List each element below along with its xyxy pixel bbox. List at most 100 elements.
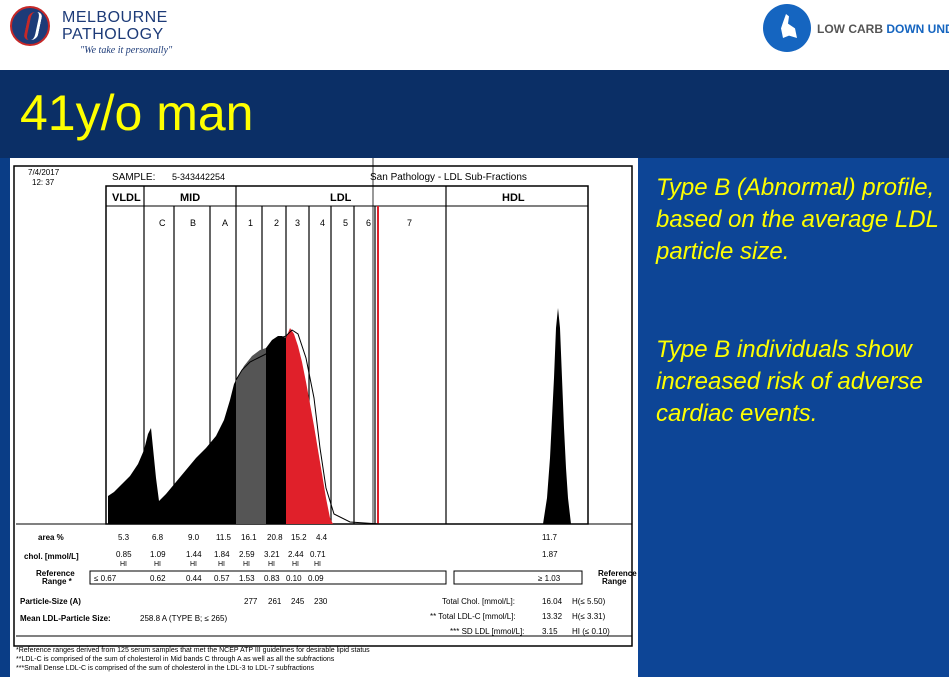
ref-values: ≤ 0.67 0.62 0.44 0.57 1.53 0.83 0.10 0.0… (94, 574, 561, 583)
report-frame (13, 165, 633, 647)
band-label-5: 5 (343, 218, 348, 228)
sd-ldl-label: *** SD LDL [mmol/L]: (450, 627, 524, 636)
wordmark-part2: DOWN UNDER (886, 22, 949, 36)
row-label-ref-2: Range * (42, 577, 73, 586)
report-time: 12: 37 (32, 178, 55, 187)
lab-title: San Pathology - LDL Sub-Fractions (370, 172, 527, 183)
ref-range-box-ldl (89, 570, 447, 585)
brand-name-line2: PATHOLOGY (62, 26, 164, 43)
ref-value-4: 0.09 (308, 574, 324, 583)
hi-flag-c: HI (154, 561, 161, 568)
hi-flag-3: HI (292, 561, 299, 568)
chol-value-hdl: 1.87 (542, 550, 558, 559)
sd-ldl-flag: HI (≤ 0.10) (572, 627, 610, 636)
area-value-3: 15.2 (291, 533, 307, 542)
ref-value-a: 0.57 (214, 574, 230, 583)
area-values: 5.3 6.8 9.0 11.5 16.1 20.8 15.2 4.4 11.7 (118, 533, 558, 542)
particle-size-2: 261 (268, 597, 282, 606)
chol-value-b: 1.44 (186, 550, 202, 559)
chol-value-vldl: 0.85 (116, 550, 132, 559)
sample-id: 5-343442254 (172, 172, 225, 182)
hi-flag-2: HI (268, 561, 275, 568)
row-label-chol: chol. [mmol/L] (24, 552, 79, 561)
band-label-b: B (190, 218, 196, 228)
band-label-1: 1 (248, 218, 253, 228)
total-ldl-flag: H(≤ 3.31) (572, 612, 606, 621)
title-band (0, 74, 949, 158)
melbourne-pathology-logo-icon (10, 6, 50, 46)
region-label-mid: MID (180, 192, 200, 204)
region-label-hdl: HDL (502, 192, 525, 204)
particle-size-3: 245 (291, 597, 305, 606)
vldl-mid-profile-area (108, 380, 236, 524)
hi-flag-vldl: HI (120, 561, 127, 568)
particle-size-1: 277 (244, 597, 258, 606)
total-chol-flag: H(≤ 5.50) (572, 597, 606, 606)
area-value-4: 4.4 (316, 533, 328, 542)
wordmark-part1: LOW CARB (817, 22, 887, 36)
slide-title: 41y/o man (20, 85, 254, 141)
area-value-1: 16.1 (241, 533, 257, 542)
low-carb-down-under-wordmark: LOW CARB DOWN UNDER (817, 22, 949, 36)
melbourne-pathology-name: MELBOURNE PATHOLOGY (62, 9, 168, 43)
area-value-2: 20.8 (267, 533, 283, 542)
hi-flag-a: HI (218, 561, 225, 568)
region-label-ldl: LDL (330, 192, 352, 204)
band-label-c: C (159, 218, 166, 228)
ldl-subfraction-report: 7/4/2017 12: 37 SAMPLE: 5-343442254 San … (10, 158, 638, 677)
total-ldl-label: ** Total LDL-C [mmol/L]: (430, 612, 516, 621)
profile-description: Type B (Abnormal) profile, based on the … (656, 174, 939, 265)
kangaroo-logo-icon (763, 4, 811, 52)
ref-range-box-hdl (453, 570, 583, 585)
area-value-hdl: 11.7 (542, 533, 558, 542)
text-panel (638, 158, 949, 677)
chol-value-4: 0.71 (310, 550, 326, 559)
area-value-c: 6.8 (152, 533, 164, 542)
ref-right-label-2: Range (602, 577, 627, 586)
footnote-3: ***Small Dense LDL-C is comprised of the… (16, 665, 315, 672)
report-date: 7/4/2017 (28, 168, 60, 177)
risk-description: Type B individuals show increased risk o… (656, 336, 923, 427)
hdl-peak-area (543, 308, 571, 524)
totals-block: Total Chol. [mmol/L]: 16.04 H(≤ 5.50) **… (430, 597, 610, 636)
mean-size-value: 258.8 A (TYPE B; ≤ 265) (140, 614, 227, 623)
chol-values: 0.85 1.09 1.44 1.84 2.59 3.21 2.44 0.71 … (116, 550, 558, 559)
profile-outline (235, 329, 381, 525)
ref-value-vldl: ≤ 0.67 (94, 574, 117, 583)
sample-label: SAMPLE: (112, 172, 155, 183)
band-label-3: 3 (295, 218, 300, 228)
footnote-1: *Reference ranges derived from 125 serum… (16, 647, 370, 654)
area-value-b: 9.0 (188, 533, 200, 542)
hi-flag-4: HI (314, 561, 321, 568)
brand-name-line1: MELBOURNE (62, 9, 168, 26)
sd-ldl-value: 3.15 (542, 627, 558, 636)
ldl-black-area (266, 336, 286, 524)
row-label-size: Particle-Size (A) (20, 597, 81, 606)
report-graphic: 7/4/2017 12: 37 SAMPLE: 5-343442254 San … (13, 158, 637, 672)
footnote-2: **LDL-C is comprised of the sum of chole… (16, 656, 335, 663)
graph-frame (105, 185, 589, 525)
ref-value-3: 0.10 (286, 574, 302, 583)
hi-flag-1: HI (243, 561, 250, 568)
ref-value-1: 1.53 (239, 574, 255, 583)
hi-flags: HI HI HI HI HI HI HI HI (120, 561, 321, 568)
row-label-ref-1: Reference (36, 569, 75, 578)
total-chol-value: 16.04 (542, 597, 563, 606)
row-label-area: area % (38, 533, 64, 542)
ldl-dark-shoulder (236, 348, 266, 524)
brand-tagline: "We take it personally" (80, 45, 173, 56)
region-label-vldl: VLDL (112, 192, 141, 204)
area-value-a: 11.5 (216, 533, 232, 542)
hi-flag-b: HI (190, 561, 197, 568)
particle-size-4: 230 (314, 597, 328, 606)
chol-value-c: 1.09 (150, 550, 166, 559)
ref-value-b: 0.44 (186, 574, 202, 583)
band-label-a: A (222, 218, 228, 228)
ref-value-2: 0.83 (264, 574, 280, 583)
ref-value-c: 0.62 (150, 574, 166, 583)
sd-ldl-red-area (286, 328, 333, 524)
ref-value-hdl: ≥ 1.03 (538, 574, 561, 583)
chol-value-1: 2.59 (239, 550, 255, 559)
row-label-mean: Mean LDL-Particle Size: (20, 614, 111, 623)
area-value-vldl: 5.3 (118, 533, 130, 542)
